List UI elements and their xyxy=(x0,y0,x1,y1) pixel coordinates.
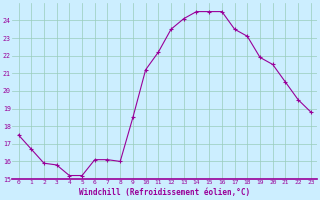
X-axis label: Windchill (Refroidissement éolien,°C): Windchill (Refroidissement éolien,°C) xyxy=(79,188,250,197)
